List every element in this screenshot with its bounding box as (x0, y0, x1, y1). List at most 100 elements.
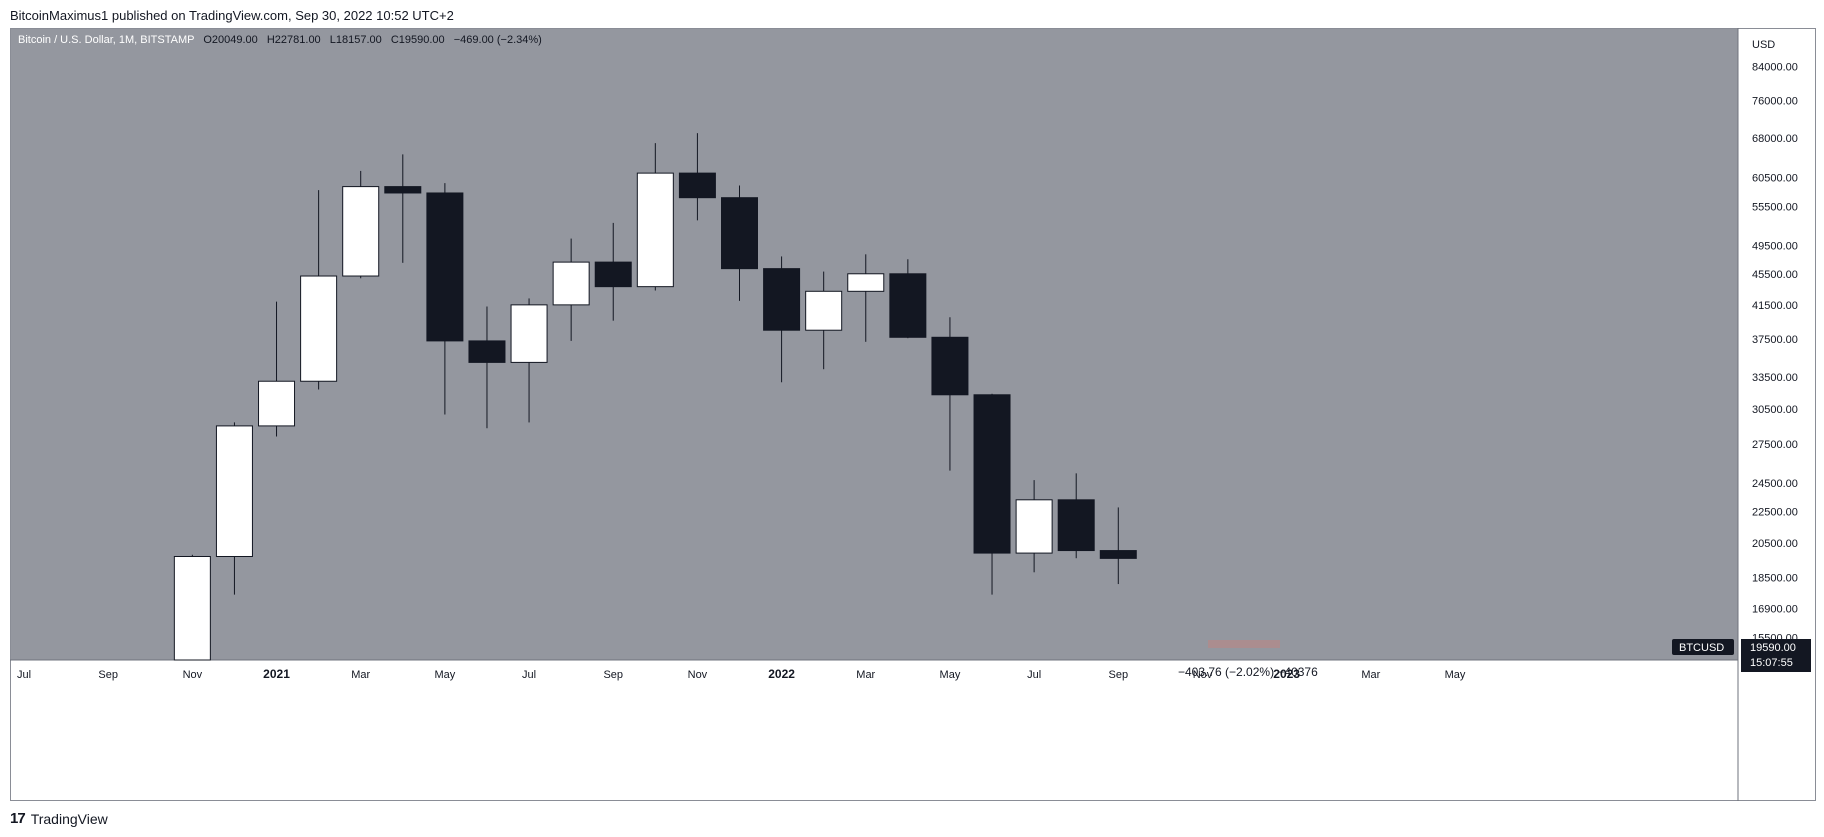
candle (721, 185, 758, 301)
symbol-tag-bg (1672, 639, 1734, 655)
symbol-tag: BTCUSD (1679, 642, 1724, 654)
candle (678, 133, 716, 221)
time-tick-label: 2021 (263, 667, 290, 681)
candles-layer (173, 133, 1137, 661)
measure-tool[interactable]: −403.76 (−2.02%) −40376 (1178, 640, 1318, 679)
time-tick-label: Mar (351, 669, 370, 681)
time-tick-label: Mar (1361, 669, 1380, 681)
legend-l-label: L (330, 34, 336, 46)
time-tick-label: Sep (603, 669, 623, 681)
brand-name: TradingView (30, 810, 108, 827)
legend-l-value: 18157.00 (336, 34, 382, 46)
candle-body-down (889, 273, 927, 338)
candle-body-down (763, 268, 801, 331)
chart-frame (10, 28, 1816, 801)
time-tick-label: Jul (1027, 669, 1041, 681)
candle (342, 170, 380, 279)
time-tick-label: Jul (522, 669, 536, 681)
measure-highlight (1208, 640, 1280, 648)
time-tick-label: May (434, 669, 455, 681)
price-tick-label: 76000.00 (1752, 96, 1798, 108)
candle-body-down (973, 394, 1011, 554)
candle-body-up (173, 555, 211, 661)
price-tick-label: 84000.00 (1752, 62, 1798, 74)
legend-c-value: 19590.00 (399, 34, 445, 46)
legend-h-label: H (267, 34, 275, 46)
candle (805, 271, 843, 370)
price-tick-label: 22500.00 (1752, 507, 1798, 519)
candle (1015, 480, 1053, 573)
time-tick-label: Mar (856, 669, 875, 681)
candle-body-down (468, 340, 506, 363)
price-tick-label: 16900.00 (1752, 603, 1798, 615)
price-axis[interactable]: 84000.00 76000.00 68000.00 60500.00 55500.00… (1752, 62, 1798, 645)
price-tag-value: 19590.00 (1750, 642, 1796, 654)
candle (468, 306, 506, 429)
candle-body-up (805, 290, 843, 331)
legend-h-value: 22781.00 (275, 34, 321, 46)
candle (258, 301, 296, 437)
time-tick-label: Sep (1109, 669, 1129, 681)
legend-o-label: O (203, 34, 212, 46)
candle-body-up (552, 261, 590, 306)
price-tick-label: 60500.00 (1752, 173, 1798, 185)
candle-body-up (847, 273, 885, 292)
price-tag-bg (1741, 639, 1811, 672)
candle (763, 256, 801, 383)
time-tick-label: May (940, 669, 961, 681)
price-chart[interactable]: −403.76 (−2.02%) −40376 84000.00 76000.00… (10, 28, 1816, 801)
legend-change: −469.00 (−2.34%) (454, 34, 542, 46)
candle-body-down (931, 336, 969, 396)
candle (889, 259, 927, 339)
price-tick-label: 30500.00 (1752, 404, 1798, 416)
time-tick-label: Sep (98, 669, 118, 681)
time-tick-label: May (1445, 669, 1466, 681)
ohlc-legend: Bitcoin / U.S. Dollar, 1M, BITSTAMP O200… (18, 34, 542, 46)
candle (215, 422, 253, 595)
price-tag-countdown: 15:07:55 (1750, 657, 1793, 669)
last-price-tag: BTCUSD 19590.00 15:07:55 (1672, 639, 1811, 672)
candle-body-down (721, 197, 758, 270)
price-tick-label: 33500.00 (1752, 372, 1798, 384)
price-tick-label: 18500.00 (1752, 573, 1798, 585)
candle (636, 143, 674, 291)
time-tick-label: Nov (688, 669, 708, 681)
time-tick-label: 2023 (1273, 667, 1300, 681)
price-tick-label: 55500.00 (1752, 202, 1798, 214)
candle-body-up (258, 380, 296, 427)
publish-line: BitcoinMaximus1 published on TradingView… (10, 8, 454, 23)
time-axis[interactable]: Jul Sep Nov 2021 Mar May Jul Sep Nov 2022 Mar May Ju… (17, 667, 1466, 681)
candle-body-up (1015, 499, 1053, 554)
legend-o-value: 20049.00 (212, 34, 258, 46)
candle-body-up (636, 172, 674, 288)
candle (173, 554, 211, 661)
candle (1099, 507, 1137, 585)
candle (1057, 473, 1095, 559)
time-tick-label: Jul (17, 669, 31, 681)
candle (510, 298, 548, 423)
legend-symbol: Bitcoin / U.S. Dollar, 1M, BITSTAMP (18, 34, 194, 46)
legend-c-label: C (391, 34, 399, 46)
candle-body-down (594, 261, 632, 288)
time-tick-label: Nov (183, 669, 203, 681)
time-tick-label: Nov (1193, 669, 1213, 681)
candle (973, 393, 1011, 595)
price-tick-label: 24500.00 (1752, 478, 1798, 490)
candle (594, 222, 632, 321)
price-tick-label: 68000.00 (1752, 133, 1798, 145)
time-tick-label: 2022 (768, 667, 795, 681)
plot-area[interactable] (11, 29, 1738, 660)
price-tick-label: 27500.00 (1752, 439, 1798, 451)
candle-body-up (510, 304, 548, 363)
price-tick-label: 37500.00 (1752, 334, 1798, 346)
candle-body-down (1057, 499, 1095, 552)
footer-brand[interactable]: 17 TradingView (10, 810, 108, 827)
svg-text:Bitcoin / U.S. Dollar, 1M, BIT: Bitcoin / U.S. Dollar, 1M, BITSTAMP O200… (18, 34, 542, 46)
candle-body-down (426, 192, 464, 342)
candle-body-up (342, 186, 380, 277)
price-tick-label: 49500.00 (1752, 240, 1798, 252)
measure-label: −403.76 (−2.02%) −40376 (1178, 665, 1318, 679)
candle (931, 317, 969, 471)
candle-body-down (678, 172, 716, 199)
candle (552, 238, 590, 341)
